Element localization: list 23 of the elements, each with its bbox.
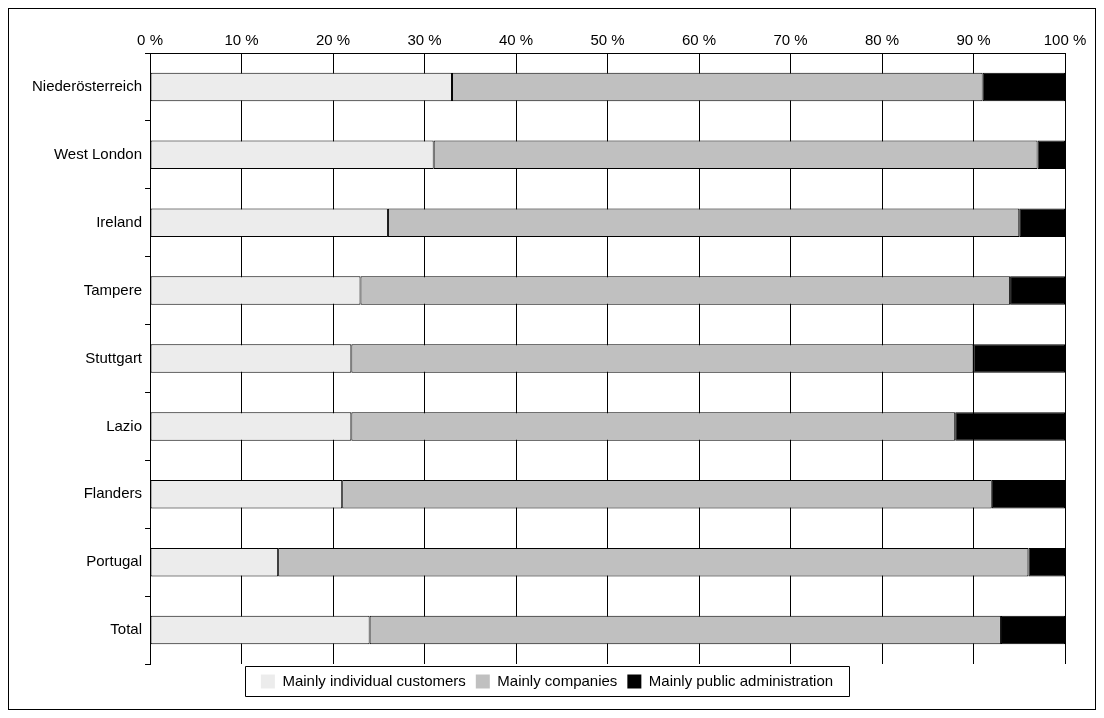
legend-label: Mainly public administration	[648, 671, 834, 689]
y-tick-label: Portugal	[86, 552, 143, 570]
legend-label: Mainly companies	[497, 671, 618, 689]
x-tick-label: 80 %	[864, 31, 900, 49]
x-tick-label: 50 %	[590, 31, 625, 49]
legend-label: Mainly individual customers	[282, 671, 466, 689]
y-tick-label: Ireland	[96, 212, 143, 230]
x-tick-label: 70 %	[773, 31, 808, 49]
x-tick-label: 40 %	[498, 31, 534, 49]
x-tick-label: 20 %	[315, 31, 351, 49]
x-tick-label: 100 %	[1043, 31, 1087, 49]
x-tick-label: 10 %	[224, 31, 259, 49]
x-tick-label: 60 %	[681, 31, 717, 49]
y-tick-label: Tampere	[83, 280, 143, 298]
y-tick-label: Lazio	[106, 416, 143, 434]
x-tick-label: 90 %	[956, 31, 991, 49]
x-tick-label: 30 %	[407, 31, 442, 49]
x-tick-label: 0 %	[137, 31, 163, 49]
y-tick-label: Niederösterreich	[32, 77, 143, 95]
y-tick-label: Total	[110, 620, 143, 638]
y-tick-label: West London	[53, 144, 143, 162]
y-tick-label: Flanders	[83, 484, 143, 502]
y-tick-label: Stuttgart	[85, 348, 143, 366]
